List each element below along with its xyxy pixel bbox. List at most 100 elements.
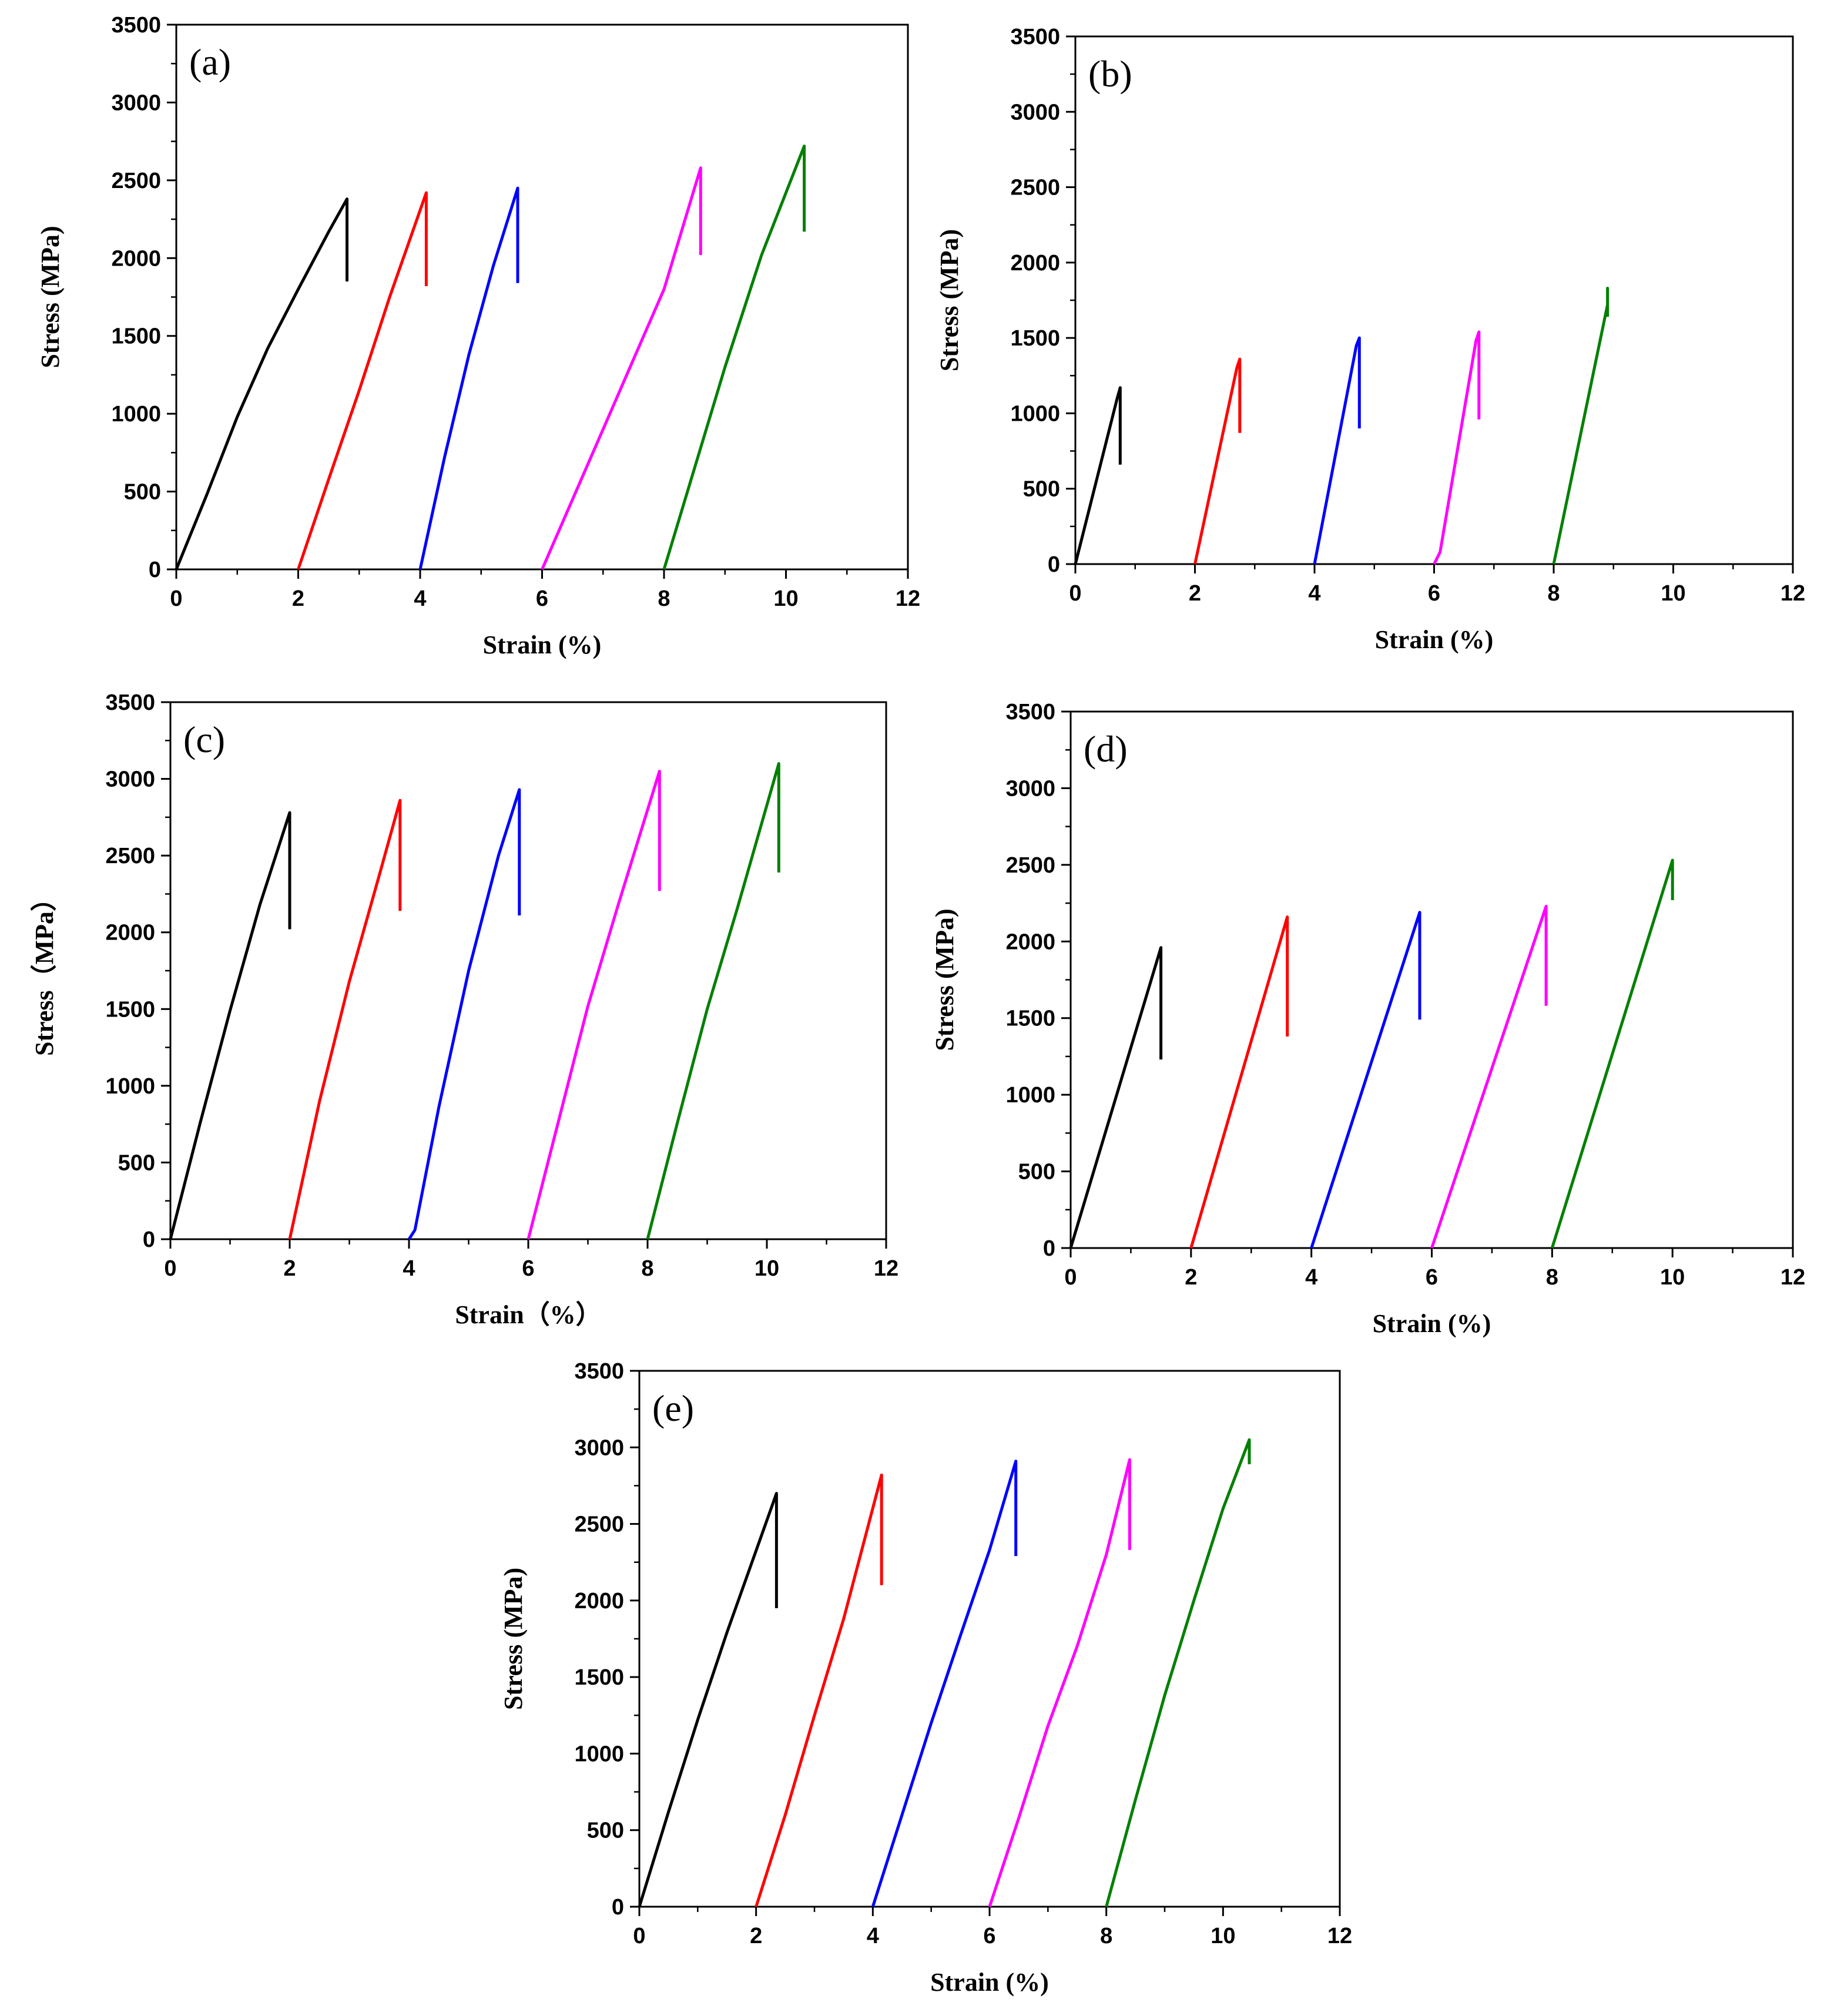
x-tick-label: 2 <box>292 586 304 611</box>
series-line-1 <box>169 811 291 1240</box>
x-tick-label: 6 <box>1428 581 1440 606</box>
x-tick-label: 0 <box>633 1924 645 1948</box>
y-tick-label: 0 <box>612 1895 624 1920</box>
series-line-2 <box>1189 915 1289 1249</box>
y-axis-label: Stress (MPa) <box>36 226 65 368</box>
y-tick-label: 3000 <box>111 90 161 115</box>
panel-label: (a) <box>189 41 231 83</box>
y-tick-label: 0 <box>1048 552 1060 577</box>
series-line-4 <box>988 1458 1131 1907</box>
x-tick-label: 12 <box>896 586 920 611</box>
series-line-5 <box>1552 287 1610 565</box>
series-line-4 <box>527 770 661 1240</box>
plot-frame <box>1069 710 1794 1249</box>
y-tick-label: 2000 <box>1005 930 1055 954</box>
x-tick-label: 6 <box>983 1924 995 1948</box>
y-axis-label: Stress (MPa) <box>935 229 964 371</box>
y-tick-label: 3000 <box>1005 776 1055 801</box>
series-line-1 <box>1074 386 1122 565</box>
x-tick-label: 12 <box>1781 581 1805 606</box>
x-tick-label: 8 <box>1547 581 1560 606</box>
y-tick-label: 2000 <box>105 921 155 945</box>
series-line-2 <box>297 191 428 570</box>
y-tick-label: 2500 <box>111 169 161 193</box>
x-tick-label: 12 <box>874 1256 898 1281</box>
series-line-3 <box>1313 336 1361 565</box>
y-axis-label: Stress (MPa) <box>499 1568 528 1710</box>
x-tick-label: 10 <box>1661 581 1685 606</box>
series-line-3 <box>871 1460 1018 1907</box>
x-axis-label: Strain (%) <box>483 630 602 659</box>
chart-panel: 0 2 4 6 8 10 12 0 500 1000 1500 2000 2500 3000 3500 Str… <box>935 25 1805 654</box>
x-tick-label: 10 <box>1660 1265 1685 1290</box>
y-tick-label: 1500 <box>574 1665 624 1690</box>
x-tick-label: 0 <box>164 1256 176 1281</box>
series-line-2 <box>755 1473 883 1907</box>
x-tick-label: 10 <box>1211 1924 1235 1948</box>
x-tick-label: 12 <box>1781 1265 1805 1290</box>
y-tick-label: 1500 <box>105 997 155 1022</box>
chart-panel: 0 2 4 6 8 10 12 0 500 1000 1500 2000 2500 3000 3500 Str… <box>36 13 920 659</box>
x-tick-label: 6 <box>522 1256 534 1281</box>
x-tick-label: 2 <box>1185 1265 1197 1290</box>
x-tick-label: 10 <box>755 1256 779 1281</box>
panel-label: (d) <box>1084 728 1128 770</box>
series-line-4 <box>1430 904 1548 1249</box>
y-axis-label: Stress (MPa) <box>930 908 959 1051</box>
x-axis-label: Strain (%) <box>930 1968 1049 1997</box>
y-tick-label: 500 <box>1023 477 1060 502</box>
x-tick-label: 0 <box>1069 581 1081 606</box>
series-line-5 <box>1550 858 1674 1249</box>
y-tick-label: 3000 <box>1010 100 1060 125</box>
plot-frame <box>638 1370 1341 1908</box>
x-tick-label: 10 <box>773 586 798 611</box>
y-tick-label: 3000 <box>105 767 155 792</box>
series-line-3 <box>418 186 519 570</box>
y-tick-label: 2000 <box>574 1589 624 1614</box>
y-tick-label: 1000 <box>1005 1083 1055 1108</box>
y-tick-label: 500 <box>124 480 161 505</box>
x-tick-label: 2 <box>283 1256 296 1281</box>
y-tick-label: 3500 <box>1005 700 1055 724</box>
y-tick-label: 2500 <box>1010 176 1060 200</box>
x-tick-label: 8 <box>658 586 670 611</box>
plot-frame <box>175 24 909 571</box>
series-line-3 <box>1310 911 1421 1249</box>
x-axis-label: Strain (%) <box>1373 1309 1491 1338</box>
y-tick-label: 2500 <box>574 1512 624 1537</box>
series-line-1 <box>638 1492 778 1907</box>
y-tick-label: 3500 <box>574 1359 624 1384</box>
y-tick-label: 1000 <box>105 1074 155 1099</box>
x-tick-label: 4 <box>867 1924 879 1948</box>
x-tick-label: 8 <box>1546 1265 1558 1290</box>
series-line-1 <box>1069 946 1163 1249</box>
x-tick-label: 0 <box>170 586 182 611</box>
series-line-4 <box>1433 330 1481 565</box>
x-tick-label: 2 <box>750 1924 762 1948</box>
y-tick-label: 500 <box>587 1819 624 1843</box>
chart-panel: 0 2 4 6 8 10 12 0 500 1000 1500 2000 2500 3000 3500 Str… <box>499 1359 1352 1997</box>
panel-label: (c) <box>183 719 225 760</box>
x-tick-label: 4 <box>1308 581 1320 606</box>
x-axis-label: Strain（%） <box>455 1300 601 1329</box>
x-tick-label: 2 <box>1189 581 1201 606</box>
y-tick-label: 0 <box>1043 1236 1055 1261</box>
y-axis-label: Stress（MPa） <box>30 885 59 1056</box>
x-tick-label: 8 <box>641 1256 653 1281</box>
y-tick-label: 2000 <box>111 246 161 271</box>
x-tick-label: 8 <box>1100 1924 1112 1948</box>
series-line-5 <box>662 145 806 570</box>
x-tick-label: 0 <box>1064 1265 1077 1290</box>
y-tick-label: 1000 <box>574 1742 624 1766</box>
y-tick-label: 500 <box>118 1150 155 1175</box>
y-tick-label: 3500 <box>111 13 161 38</box>
chart-panel: 0 2 4 6 8 10 12 0 500 1000 1500 2000 2500 3000 3500 Str… <box>30 690 898 1329</box>
y-tick-label: 3500 <box>105 690 155 715</box>
x-tick-label: 4 <box>414 586 426 611</box>
y-tick-label: 1500 <box>111 324 161 349</box>
series-line-4 <box>541 166 702 570</box>
y-tick-label: 500 <box>1018 1160 1055 1185</box>
y-tick-label: 1500 <box>1010 326 1060 351</box>
x-tick-label: 12 <box>1327 1924 1352 1948</box>
y-tick-label: 2500 <box>1005 853 1055 878</box>
